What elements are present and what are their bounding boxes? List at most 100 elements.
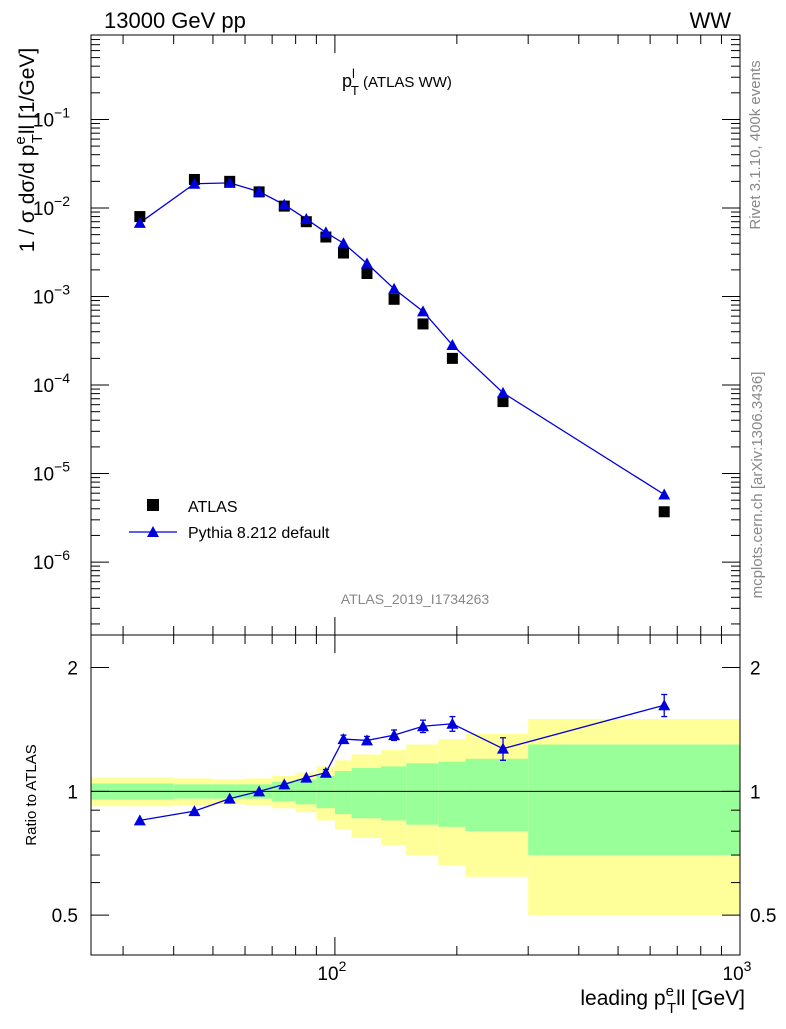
main-y-tick-label: 10−6 — [33, 547, 70, 574]
mc-point — [300, 213, 313, 225]
ratio-y-tick-label-right: 0.5 — [750, 906, 776, 927]
tick-label-base: 10 — [33, 376, 54, 397]
mc-point — [253, 185, 266, 197]
main-series — [133, 173, 671, 518]
legend-mc-label: Pythia 8.212 default — [188, 525, 330, 542]
tick-label-exponent: −6 — [54, 547, 70, 563]
tick-label-exponent: −5 — [54, 459, 70, 475]
main-title: pl T (ATLAS WW) — [342, 66, 452, 98]
x-label-sup: e — [666, 983, 674, 1000]
mc-point — [446, 339, 459, 351]
x-label-post: ll [GeV] — [676, 987, 745, 1010]
inner-band-bin — [316, 775, 335, 809]
atlas-data-point — [497, 396, 509, 408]
mc-point — [360, 257, 373, 269]
mc-point — [497, 386, 510, 398]
main-mc-line — [139, 182, 665, 496]
ratio-mc-point — [417, 720, 430, 732]
inner-band-bin — [438, 761, 466, 827]
atlas-data-point — [417, 318, 429, 330]
atlas-data-point — [388, 293, 400, 305]
ratio-mc-point — [658, 699, 671, 711]
mc-point — [658, 488, 671, 500]
tick-label-base: 10 — [33, 288, 54, 309]
ratio-y-tick-label-left: 0.5 — [52, 906, 78, 927]
inner-band-bin — [406, 763, 439, 825]
ratio-mc-point — [278, 778, 291, 790]
tick-label-base: 10 — [33, 553, 54, 574]
ratio-y-tick-label-right: 1 — [750, 782, 761, 803]
inner-band-bin — [465, 758, 529, 832]
ratio-mc-point — [360, 734, 373, 746]
ratio-mc-point — [223, 792, 236, 804]
axis-ticks — [91, 34, 741, 955]
tick-label-exponent: −3 — [54, 282, 70, 298]
ratio-mc-point — [337, 733, 350, 745]
main-title-base: p — [342, 71, 352, 91]
ratio-mc-point — [388, 729, 401, 741]
main-y-tick-label: 10−1 — [33, 104, 70, 131]
main-y-tick-label: 10−2 — [33, 193, 70, 220]
ratio-mc-point — [319, 766, 332, 778]
atlas-data-point — [134, 211, 146, 223]
ratio-y-tick-label-left: 1 — [67, 782, 78, 803]
main-title-rest: (ATLAS WW) — [359, 74, 452, 91]
main-y-tick-label: 10−5 — [33, 459, 70, 486]
mc-point — [223, 176, 236, 188]
ratio-mc-point — [300, 771, 313, 783]
inner-band-bin — [528, 744, 740, 856]
x-tick-label: 102 — [317, 958, 346, 985]
x-label-sub: T — [667, 1000, 676, 1017]
main-y-label-sup: e — [12, 136, 29, 144]
inner-band-bin — [351, 767, 382, 819]
mc-point — [188, 177, 201, 189]
ratio-y-tick-label-right: 2 — [750, 659, 761, 680]
main-y-label: 1 / σ dσ/d peTll [1/GeV] — [12, 48, 46, 253]
main-y-label-post: ll [1/GeV] — [16, 48, 39, 134]
atlas-data-point — [446, 352, 458, 364]
atlas-data-point — [361, 267, 373, 279]
tick-label-base: 10 — [33, 465, 54, 486]
tick-label-base: 10 — [33, 110, 54, 131]
main-title-sup: l — [352, 66, 355, 81]
main-title-sub: T — [351, 83, 359, 98]
mcplots-label: mcplots.cern.ch [arXiv:1306.3436] — [749, 372, 766, 599]
ratio-mc-point — [133, 814, 146, 826]
ratio-mc-point — [446, 717, 459, 729]
ratio-mc-line — [139, 704, 665, 822]
mc-point — [319, 226, 332, 238]
rivet-label: Rivet 3.1.10, 400k events — [747, 60, 764, 229]
main-y-label-sub: T — [29, 134, 46, 143]
mc-point — [278, 198, 291, 210]
ratio-mc-point — [497, 742, 510, 754]
analysis-id: ATLAS_2019_I1734263 — [341, 591, 490, 607]
legend-atlas-label: ATLAS — [188, 499, 238, 516]
ratio-mc-point — [188, 805, 201, 817]
tick-label-exponent: −1 — [54, 104, 70, 120]
ratio-uncertainty-bands — [91, 718, 740, 916]
header-left: 13000 GeV pp — [104, 8, 246, 33]
inner-band-bin — [334, 771, 352, 815]
atlas-data-point — [337, 247, 349, 259]
legend-mc-marker — [147, 526, 159, 537]
main-y-tick-label: 10−4 — [33, 370, 70, 397]
main-y-label-pre: 1 / σ dσ/d p — [16, 145, 39, 253]
main-plot-frame — [90, 34, 741, 636]
tick-label-exponent: −4 — [54, 370, 70, 386]
tick-label-exponent: −2 — [54, 193, 70, 209]
x-label-pre: leading p — [580, 987, 665, 1010]
tick-label-base: 10 — [723, 964, 744, 985]
ratio-y-label: Ratio to ATLAS — [23, 744, 40, 845]
legend-atlas-marker — [147, 499, 159, 511]
atlas-data-point — [658, 506, 670, 518]
mc-point — [337, 237, 350, 249]
tick-label-base: 10 — [317, 964, 338, 985]
inner-band-bin — [381, 766, 407, 821]
tick-label-exponent: 2 — [339, 958, 347, 974]
mc-point — [417, 305, 430, 317]
legend: ATLAS Pythia 8.212 default — [129, 499, 330, 542]
ratio-mc-point — [253, 785, 266, 797]
tick-label-exponent: 3 — [744, 958, 752, 974]
ratio-y-tick-label-left: 2 — [67, 659, 78, 680]
